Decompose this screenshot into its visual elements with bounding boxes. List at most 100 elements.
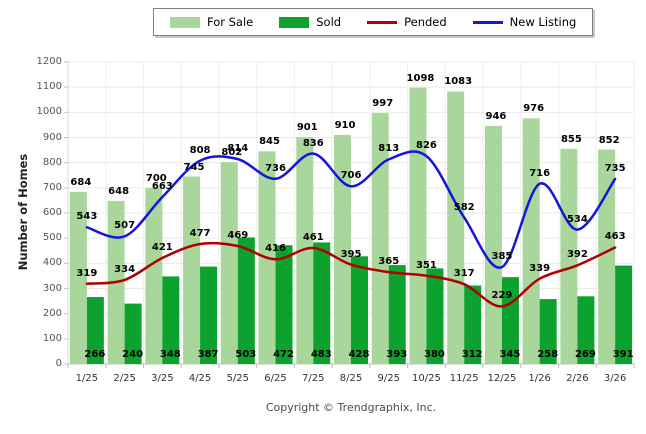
data-label-new-listing: 582 xyxy=(453,201,475,213)
data-label-for-sale: 1083 xyxy=(444,76,473,88)
bar-sold xyxy=(388,265,406,364)
x-tick-label: 3/26 xyxy=(603,373,627,384)
legend-swatch-sold xyxy=(279,16,310,28)
data-label-pended: 339 xyxy=(529,262,551,274)
data-label-new-listing: 736 xyxy=(265,162,286,174)
bar-for-sale xyxy=(371,113,389,364)
y-tick-label: 900 xyxy=(42,131,62,143)
bar-sold xyxy=(237,237,255,364)
data-label-pended: 229 xyxy=(491,290,513,302)
bar-sold xyxy=(86,297,104,364)
data-label-for-sale: 1098 xyxy=(406,72,435,84)
x-tick-label: 2/25 xyxy=(113,373,136,384)
copyright-text: Copyright © Trendgraphix, Inc. xyxy=(265,401,437,414)
bar-sold xyxy=(200,266,218,364)
data-label-for-sale: 648 xyxy=(108,185,130,197)
data-label-for-sale: 976 xyxy=(523,103,545,115)
data-label-sold: 269 xyxy=(574,349,596,360)
x-tick-label: 12/25 xyxy=(487,373,517,384)
line-pended xyxy=(85,241,617,308)
data-label-for-sale: 845 xyxy=(259,136,280,148)
bar-sold xyxy=(124,303,142,364)
legend-swatch-pended-line xyxy=(367,20,398,24)
data-label-sold: 348 xyxy=(159,349,181,360)
data-label-pended: 392 xyxy=(566,249,588,261)
legend-label-new-listing: New Listing xyxy=(509,15,577,29)
x-tick-label: 3/25 xyxy=(151,373,174,384)
bar-for-sale xyxy=(484,125,502,364)
data-label-sold: 345 xyxy=(499,349,521,360)
data-label-new-listing: 735 xyxy=(604,163,626,175)
data-label-sold: 258 xyxy=(537,349,559,360)
data-label-pended: 317 xyxy=(453,268,475,280)
data-label-for-sale: 802 xyxy=(221,147,243,159)
legend-item-for-sale: For Sale xyxy=(170,15,253,29)
y-tick-label: 400 xyxy=(42,257,62,269)
bar-sold xyxy=(351,256,368,364)
bar-for-sale xyxy=(296,137,314,364)
bar-for-sale xyxy=(220,162,238,364)
data-label-new-listing: 808 xyxy=(189,144,211,156)
legend-item-pended: Pended xyxy=(367,15,447,29)
legend-swatch-new-listing-line xyxy=(472,20,503,24)
bar-for-sale xyxy=(560,148,578,364)
data-label-for-sale: 700 xyxy=(145,172,167,184)
bar-for-sale xyxy=(447,91,465,364)
data-label-for-sale: 745 xyxy=(183,161,205,173)
data-label-pended: 469 xyxy=(227,229,249,241)
bar-for-sale xyxy=(183,176,201,364)
data-label-pended: 395 xyxy=(340,248,362,260)
data-label-for-sale: 684 xyxy=(70,176,92,188)
data-label-for-sale: 997 xyxy=(372,98,394,110)
data-label-sold: 266 xyxy=(84,349,106,360)
legend: For Sale Sold Pended New Listing xyxy=(153,8,594,36)
y-tick-label: 200 xyxy=(42,307,62,319)
data-label-new-listing: 706 xyxy=(340,170,362,182)
data-label-pended: 421 xyxy=(151,242,173,254)
data-label-pended: 463 xyxy=(604,231,626,243)
data-label-new-listing: 507 xyxy=(114,220,136,232)
y-tick-label: 1100 xyxy=(36,81,62,93)
data-label-new-listing: 716 xyxy=(529,167,551,179)
x-tick-label: 4/25 xyxy=(188,373,212,384)
data-label-sold: 387 xyxy=(197,349,219,360)
data-label-sold: 393 xyxy=(386,349,408,360)
data-label-new-listing: 814 xyxy=(227,143,249,155)
data-label-new-listing: 826 xyxy=(416,140,437,152)
legend-item-sold: Sold xyxy=(279,15,341,29)
x-tick-label: 1/26 xyxy=(528,373,551,384)
data-label-sold: 380 xyxy=(424,349,445,360)
data-label-new-listing: 543 xyxy=(76,211,98,223)
data-label-pended: 416 xyxy=(265,243,286,255)
x-tick-label: 9/25 xyxy=(377,373,400,384)
data-label-for-sale: 910 xyxy=(334,119,356,131)
x-tick-label: 11/25 xyxy=(449,373,479,384)
data-label-sold: 428 xyxy=(348,349,370,360)
x-tick-label: 2/26 xyxy=(566,373,589,384)
data-label-pended: 477 xyxy=(189,227,211,239)
data-label-sold: 472 xyxy=(273,349,294,360)
legend-label-for-sale: For Sale xyxy=(207,15,254,29)
y-tick-label: 600 xyxy=(42,207,62,218)
data-label-for-sale: 855 xyxy=(560,133,582,145)
legend-label-pended: Pended xyxy=(404,15,447,29)
y-tick-label: 1000 xyxy=(36,106,62,118)
line-new-listing xyxy=(85,150,617,269)
data-label-for-sale: 901 xyxy=(296,122,318,134)
data-label-new-listing: 663 xyxy=(151,181,173,193)
x-tick-label: 7/25 xyxy=(302,373,325,384)
bar-sold xyxy=(539,299,557,364)
data-label-pended: 351 xyxy=(416,259,437,271)
y-tick-label: 0 xyxy=(55,358,62,369)
bar-for-sale xyxy=(145,187,163,364)
data-label-pended: 334 xyxy=(114,263,136,275)
data-label-for-sale: 852 xyxy=(598,134,620,146)
bar-for-sale xyxy=(334,134,351,364)
y-tick-label: 800 xyxy=(42,156,62,168)
bar-for-sale xyxy=(409,87,427,365)
data-label-sold: 503 xyxy=(235,349,257,360)
data-label-new-listing: 385 xyxy=(491,251,513,263)
data-label-sold: 391 xyxy=(612,349,634,360)
